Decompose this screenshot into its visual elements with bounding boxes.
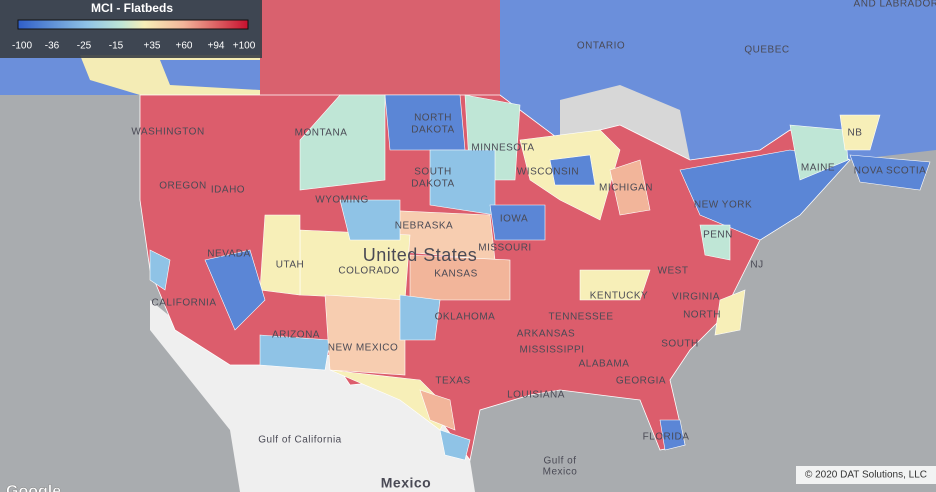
place-label: ONTARIO [577, 41, 625, 52]
place-label: WISCONSIN [517, 167, 579, 178]
regions [149, 94, 931, 461]
place-label: FLORIDA [643, 432, 690, 443]
region [204, 249, 266, 331]
place-label: DAKOTA [411, 125, 454, 136]
google-logo: Google [6, 483, 61, 492]
place-label: Gulf of [544, 456, 577, 467]
place-label: United States [363, 245, 478, 265]
region [439, 429, 471, 461]
region [714, 289, 746, 336]
legend-ticks: -100 -36 -25 -15 +35 +60 +94 +100 [12, 41, 256, 52]
place-label: ALABAMA [579, 359, 630, 370]
place-label: IOWA [500, 214, 528, 225]
place-label: Gulf of California [258, 435, 341, 446]
place-label: TEXAS [435, 376, 470, 387]
region-bc2 [160, 60, 260, 90]
place-label: UTAH [276, 260, 304, 271]
place-label: NEBRASKA [395, 221, 453, 232]
region [149, 249, 171, 291]
place-label: IDAHO [211, 185, 245, 196]
place-label: OREGON [159, 181, 206, 192]
place-label: WEST [658, 266, 689, 277]
region [839, 114, 881, 151]
legend-tick-label: -15 [109, 41, 124, 52]
place-label: MAINE [801, 163, 835, 174]
place-label: Mexico [543, 467, 578, 478]
region [699, 224, 731, 261]
place-label: Mexico [381, 475, 431, 491]
region [849, 154, 931, 191]
place-label: AND LABRADOR [854, 0, 936, 10]
legend-tick-label: -36 [45, 41, 60, 52]
place-label: PENN [703, 230, 733, 241]
region [399, 294, 441, 341]
legend-tick-label: +100 [233, 41, 256, 52]
region [579, 269, 651, 301]
place-label: NJ [750, 260, 763, 271]
place-label: SOUTH [661, 339, 699, 350]
place-label: KANSAS [434, 269, 478, 280]
place-label: ARIZONA [272, 330, 320, 341]
region [409, 254, 511, 301]
legend-tick-label: -25 [77, 41, 92, 52]
place-label: MISSISSIPPI [520, 345, 585, 356]
place-label: MICHIGAN [599, 183, 653, 194]
place-label: NORTH [414, 113, 452, 124]
place-label: CALIFORNIA [151, 298, 216, 309]
region [609, 159, 651, 216]
region [789, 124, 849, 181]
copyright-box [796, 466, 936, 484]
place-label: DAKOTA [411, 179, 454, 190]
place-label: ARKANSAS [517, 329, 575, 340]
place-label: NB [848, 128, 863, 139]
lakes [560, 85, 690, 160]
region [489, 204, 546, 241]
place-label: MINNESOTA [471, 143, 534, 154]
place-label: NEW MEXICO [328, 343, 399, 354]
region [259, 214, 301, 296]
legend-tick-label: +94 [208, 41, 225, 52]
place-label: MISSOURI [478, 243, 531, 254]
land-mexico [150, 300, 475, 492]
legend-title: MCI - Flatbeds [91, 1, 173, 15]
place-label: WYOMING [315, 195, 369, 206]
region [419, 389, 456, 431]
legend-bar [17, 19, 249, 30]
region [549, 154, 596, 186]
region-canada-west [260, 0, 500, 95]
place-label: QUEBEC [744, 45, 789, 56]
region [324, 294, 406, 376]
place-label: NEW YORK [694, 200, 752, 211]
copyright: © 2020 DAT Solutions, LLC [805, 470, 927, 481]
legend-tick-label: +35 [144, 41, 161, 52]
place-label: LOUISIANA [507, 390, 565, 401]
place-label: OKLAHOMA [435, 312, 496, 323]
legend-tick-label: -100 [12, 41, 32, 52]
region [659, 419, 686, 451]
legend-tick-label: +60 [176, 41, 193, 52]
place-label: TENNESSEE [548, 312, 613, 323]
region [299, 94, 386, 191]
place-label: NOVA SCOTIA [854, 166, 927, 177]
place-label: MONTANA [295, 128, 348, 139]
place-label: NEVADA [207, 249, 250, 260]
place-label: WASHINGTON [131, 127, 204, 138]
region [339, 199, 401, 241]
place-label: GEORGIA [616, 376, 666, 387]
place-label: SOUTH [414, 167, 452, 178]
place-label: VIRGINIA [672, 292, 720, 303]
place-label: NORTH [683, 310, 721, 321]
place-label: COLORADO [338, 266, 399, 277]
region [259, 334, 331, 371]
place-label: KENTUCKY [590, 291, 648, 302]
